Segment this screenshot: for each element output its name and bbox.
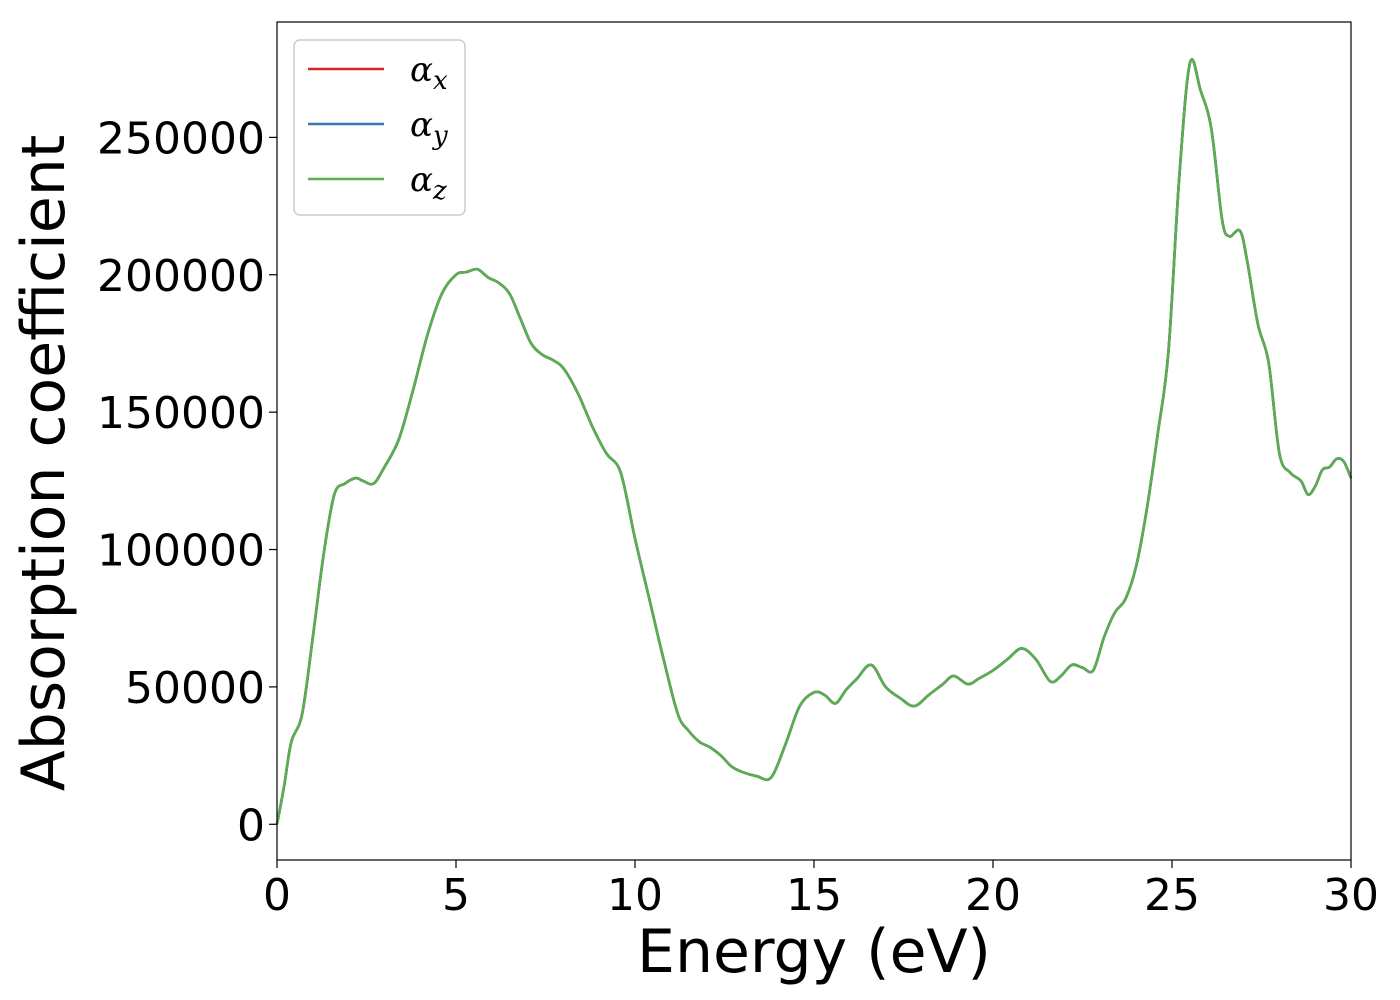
legend-subscript: x: [433, 66, 448, 96]
legend-label: αy: [410, 105, 448, 151]
x-tick-label: 0: [263, 870, 291, 921]
y-tick-label: 150000: [97, 388, 265, 439]
x-tick-label: 15: [786, 870, 842, 921]
series-line-alpha-z: [275, 58, 1353, 825]
x-tick-label: 20: [965, 870, 1021, 921]
x-axis: 0 5 10 15 20 25 30: [263, 860, 1379, 921]
y-tick-label: 200000: [97, 251, 265, 302]
legend-item-alpha-x: αx: [308, 50, 448, 96]
legend-item-alpha-y: αy: [308, 105, 448, 151]
y-tick-label: 0: [237, 800, 265, 851]
x-axis-title: Energy (eV): [637, 917, 991, 987]
x-tick-label: 30: [1323, 870, 1379, 921]
series-layer: [275, 58, 1353, 825]
y-axis: 0 50000 100000 150000 200000 250000: [97, 113, 277, 851]
legend-symbol: α: [410, 160, 433, 200]
legend-symbol: α: [410, 105, 433, 145]
legend-symbol: α: [410, 50, 433, 90]
y-axis-title: Absorption coefficient: [9, 135, 79, 792]
legend-label: αx: [410, 50, 448, 96]
legend-box: [293, 39, 466, 216]
y-tick-label: 100000: [97, 526, 265, 577]
y-tick-label: 50000: [125, 663, 265, 714]
x-tick-label: 25: [1144, 870, 1200, 921]
legend-subscript: y: [432, 121, 448, 151]
legend-subscript: z: [432, 176, 447, 206]
y-tick-label: 250000: [97, 113, 265, 164]
x-tick-label: 5: [442, 870, 470, 921]
legend-label: αz: [410, 160, 447, 206]
legend-item-alpha-z: αz: [308, 160, 447, 206]
x-tick-label: 10: [607, 870, 663, 921]
